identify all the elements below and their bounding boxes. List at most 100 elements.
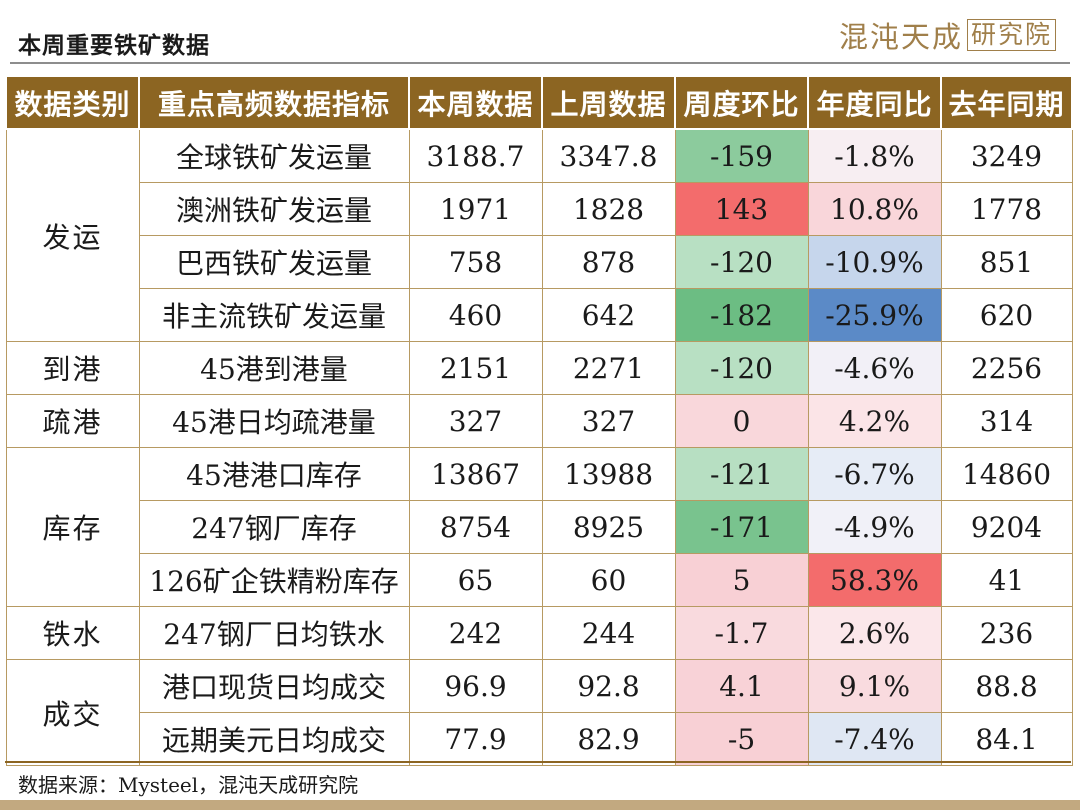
- footer-divider: [5, 761, 1071, 763]
- last-year-cell: 84.1: [940, 712, 1073, 766]
- yoy-cell: -1.8%: [807, 128, 942, 183]
- last-week-cell: 82.9: [541, 712, 676, 766]
- yoy-cell: 9.1%: [807, 659, 942, 713]
- table-row: 247钢厂库存 8754 8925 -171 -4.9% 9204: [6, 500, 1073, 554]
- this-week-cell: 65: [408, 553, 543, 607]
- last-week-cell: 13988: [541, 447, 676, 501]
- table-row: 铁水 247钢厂日均铁水 242 244 -1.7 2.6% 236: [5, 606, 1073, 660]
- indicator-cell: 45港港口库存: [138, 447, 410, 501]
- table-row: 疏港 45港日均疏港量 327 327 0 4.2% 314: [5, 394, 1073, 448]
- yoy-cell: -25.9%: [807, 288, 942, 342]
- iron-ore-data-table-container: 数据类别 重点高频数据指标 本周数据 上周数据 周度环比 年度同比 去年同期 发…: [5, 75, 1073, 766]
- header-yoy: 年度同比: [807, 75, 942, 130]
- yoy-cell: -10.9%: [807, 235, 942, 289]
- this-week-cell: 96.9: [408, 659, 543, 713]
- table-row: 126矿企铁精粉库存 65 60 5 58.3% 41: [6, 553, 1073, 607]
- table-row: 库存 45港港口库存 13867 13988 -121 -6.7% 14860: [5, 447, 1073, 607]
- this-week-cell: 758: [408, 235, 543, 289]
- last-week-cell: 8925: [541, 500, 676, 554]
- last-week-cell: 642: [541, 288, 676, 342]
- this-week-cell: 3188.7: [408, 128, 543, 183]
- category-cell: 库存: [5, 447, 140, 607]
- indicator-cell: 45港日均疏港量: [138, 394, 410, 448]
- wow-cell: -120: [674, 341, 809, 395]
- wow-cell: -1.7: [674, 606, 809, 660]
- yoy-cell: -6.7%: [807, 447, 942, 501]
- indicator-cell: 全球铁矿发运量: [138, 128, 410, 183]
- wow-cell: -5: [674, 712, 809, 766]
- source-note: 数据来源：Mysteel，混沌天成研究院: [18, 773, 359, 797]
- last-week-cell: 1828: [541, 182, 676, 236]
- indicator-cell: 247钢厂库存: [138, 500, 410, 554]
- last-year-cell: 1778: [940, 182, 1073, 236]
- last-week-cell: 92.8: [541, 659, 676, 713]
- last-week-cell: 2271: [541, 341, 676, 395]
- yoy-cell: 58.3%: [807, 553, 942, 607]
- yoy-cell: 2.6%: [807, 606, 942, 660]
- title-divider: [10, 62, 1070, 64]
- indicator-cell: 港口现货日均成交: [138, 659, 410, 713]
- last-year-cell: 851: [940, 235, 1073, 289]
- header-wow: 周度环比: [674, 75, 809, 130]
- wow-cell: -182: [674, 288, 809, 342]
- header-category: 数据类别: [5, 75, 140, 130]
- last-year-cell: 620: [940, 288, 1073, 342]
- table-row: 远期美元日均成交 77.9 82.9 -5 -7.4% 84.1: [6, 712, 1073, 766]
- wow-cell: -121: [674, 447, 809, 501]
- wow-cell: 4.1: [674, 659, 809, 713]
- this-week-cell: 2151: [408, 341, 543, 395]
- wow-cell: -120: [674, 235, 809, 289]
- this-week-cell: 8754: [408, 500, 543, 554]
- header-last-year: 去年同期: [940, 75, 1073, 130]
- yoy-cell: 10.8%: [807, 182, 942, 236]
- category-cell: 到港: [5, 341, 140, 395]
- this-week-cell: 242: [408, 606, 543, 660]
- this-week-cell: 460: [408, 288, 543, 342]
- last-year-cell: 236: [940, 606, 1073, 660]
- brand-name: 混沌天成: [838, 20, 963, 54]
- category-cell: 疏港: [5, 394, 140, 448]
- last-week-cell: 60: [541, 553, 676, 607]
- indicator-cell: 247钢厂日均铁水: [138, 606, 410, 660]
- this-week-cell: 1971: [408, 182, 543, 236]
- indicator-cell: 澳洲铁矿发运量: [138, 182, 410, 236]
- indicator-cell: 非主流铁矿发运量: [138, 288, 410, 342]
- table-row: 巴西铁矿发运量 758 878 -120 -10.9% 851: [6, 235, 1073, 289]
- last-year-cell: 9204: [940, 500, 1073, 554]
- this-week-cell: 13867: [408, 447, 543, 501]
- brand-box-text: 研究院: [966, 19, 1056, 51]
- iron-ore-data-table: 数据类别 重点高频数据指标 本周数据 上周数据 周度环比 年度同比 去年同期 发…: [5, 75, 1073, 766]
- wow-cell: -171: [674, 500, 809, 554]
- header-indicator: 重点高频数据指标: [138, 75, 410, 130]
- wow-cell: -159: [674, 128, 809, 183]
- yoy-cell: -7.4%: [807, 712, 942, 766]
- page-title: 本周重要铁矿数据: [18, 32, 210, 59]
- this-week-cell: 327: [408, 394, 543, 448]
- table-row: 非主流铁矿发运量 460 642 -182 -25.9% 620: [6, 288, 1073, 342]
- last-week-cell: 878: [541, 235, 676, 289]
- category-cell: 成交: [5, 659, 140, 766]
- wow-cell: 143: [674, 182, 809, 236]
- last-week-cell: 244: [541, 606, 676, 660]
- category-cell: 发运: [5, 128, 140, 342]
- last-year-cell: 314: [940, 394, 1073, 448]
- this-week-cell: 77.9: [408, 712, 543, 766]
- indicator-cell: 巴西铁矿发运量: [138, 235, 410, 289]
- table-body: 发运 全球铁矿发运量 3188.7 3347.8 -159 -1.8% 3249 澳洲铁矿发运…: [5, 128, 1073, 766]
- last-week-cell: 327: [541, 394, 676, 448]
- indicator-cell: 126矿企铁精粉库存: [138, 553, 410, 607]
- yoy-cell: 4.2%: [807, 394, 942, 448]
- table-row: 到港 45港到港量 2151 2271 -120 -4.6% 2256: [5, 341, 1073, 395]
- header-this-week: 本周数据: [408, 75, 543, 130]
- table-header-row: 数据类别 重点高频数据指标 本周数据 上周数据 周度环比 年度同比 去年同期: [5, 75, 1073, 130]
- header-last-week: 上周数据: [541, 75, 676, 130]
- category-cell: 铁水: [5, 606, 140, 660]
- last-week-cell: 3347.8: [541, 128, 676, 183]
- last-year-cell: 88.8: [940, 659, 1073, 713]
- table-row: 成交 港口现货日均成交 96.9 92.8 4.1 9.1% 88.8: [5, 659, 1073, 766]
- table-row: 发运 全球铁矿发运量 3188.7 3347.8 -159 -1.8% 3249: [5, 128, 1073, 342]
- indicator-cell: 远期美元日均成交: [138, 712, 410, 766]
- indicator-cell: 45港到港量: [138, 341, 410, 395]
- last-year-cell: 3249: [940, 128, 1073, 183]
- brand-logo: 混沌天成 研究院: [839, 14, 1056, 56]
